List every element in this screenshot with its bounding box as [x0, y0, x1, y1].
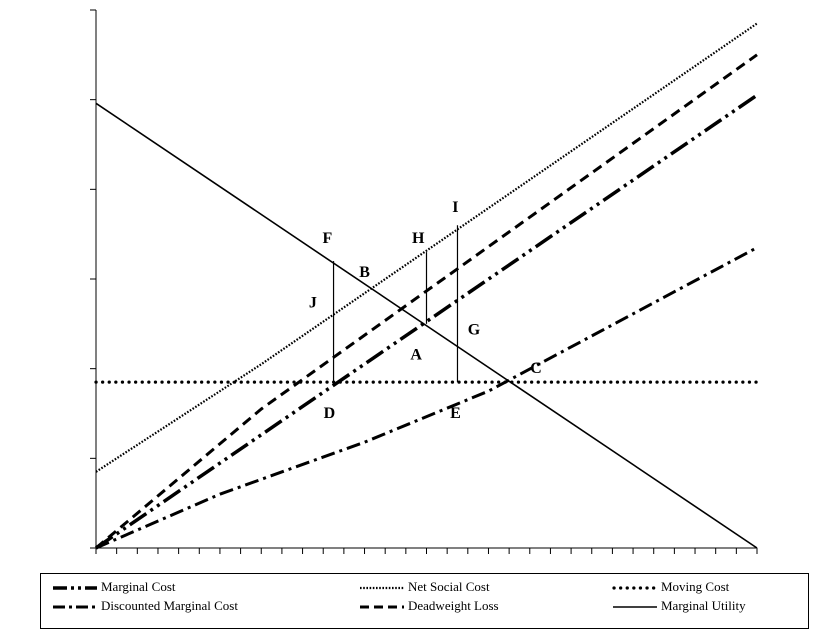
series-line-deadweight-loss	[95, 53, 758, 550]
point-label-c: C	[530, 360, 542, 377]
legend-swatch-deadweight-loss	[360, 605, 404, 609]
legend-swatch-marginal-utility	[613, 606, 657, 608]
legend-swatch-net-social-cost	[360, 586, 404, 590]
legend-label-net-social-cost: Net Social Cost	[408, 579, 490, 594]
series-line-net-social-cost	[95, 22, 758, 473]
series-line-marginal-cost	[95, 93, 758, 550]
point-label-h: H	[412, 230, 425, 247]
point-label-j: J	[309, 295, 317, 312]
legend-label-discounted-marginal-cost: Discounted Marginal Cost	[101, 598, 238, 613]
legend-label-marginal-cost: Marginal Cost	[101, 579, 176, 594]
legend: Marginal Cost Discounted Marginal Cost N…	[40, 573, 809, 629]
legend-label-deadweight-loss: Deadweight Loss	[408, 598, 499, 613]
legend-label-moving-cost: Moving Cost	[661, 579, 730, 594]
series-lines	[94, 22, 759, 550]
vertical-segments	[332, 225, 459, 383]
point-label-f: F	[322, 230, 332, 247]
point-label-b: B	[359, 264, 370, 281]
legend-swatch-discounted-marginal-cost	[53, 605, 97, 609]
point-label-g: G	[468, 322, 481, 339]
point-label-a: A	[410, 347, 422, 364]
legend-label-marginal-utility: Marginal Utility	[661, 598, 746, 613]
axes	[90, 9, 758, 554]
legend-swatch-moving-cost	[612, 586, 659, 590]
point-label-d: D	[324, 405, 336, 422]
legend-swatch-marginal-cost	[53, 586, 97, 590]
point-labels: F B H I J A G C D E	[309, 199, 542, 422]
chart-plot: F B H I J A G C D E	[90, 9, 759, 554]
series-line-marginal-utility	[95, 102, 758, 549]
point-label-i: I	[452, 199, 458, 216]
point-label-e: E	[450, 405, 461, 422]
